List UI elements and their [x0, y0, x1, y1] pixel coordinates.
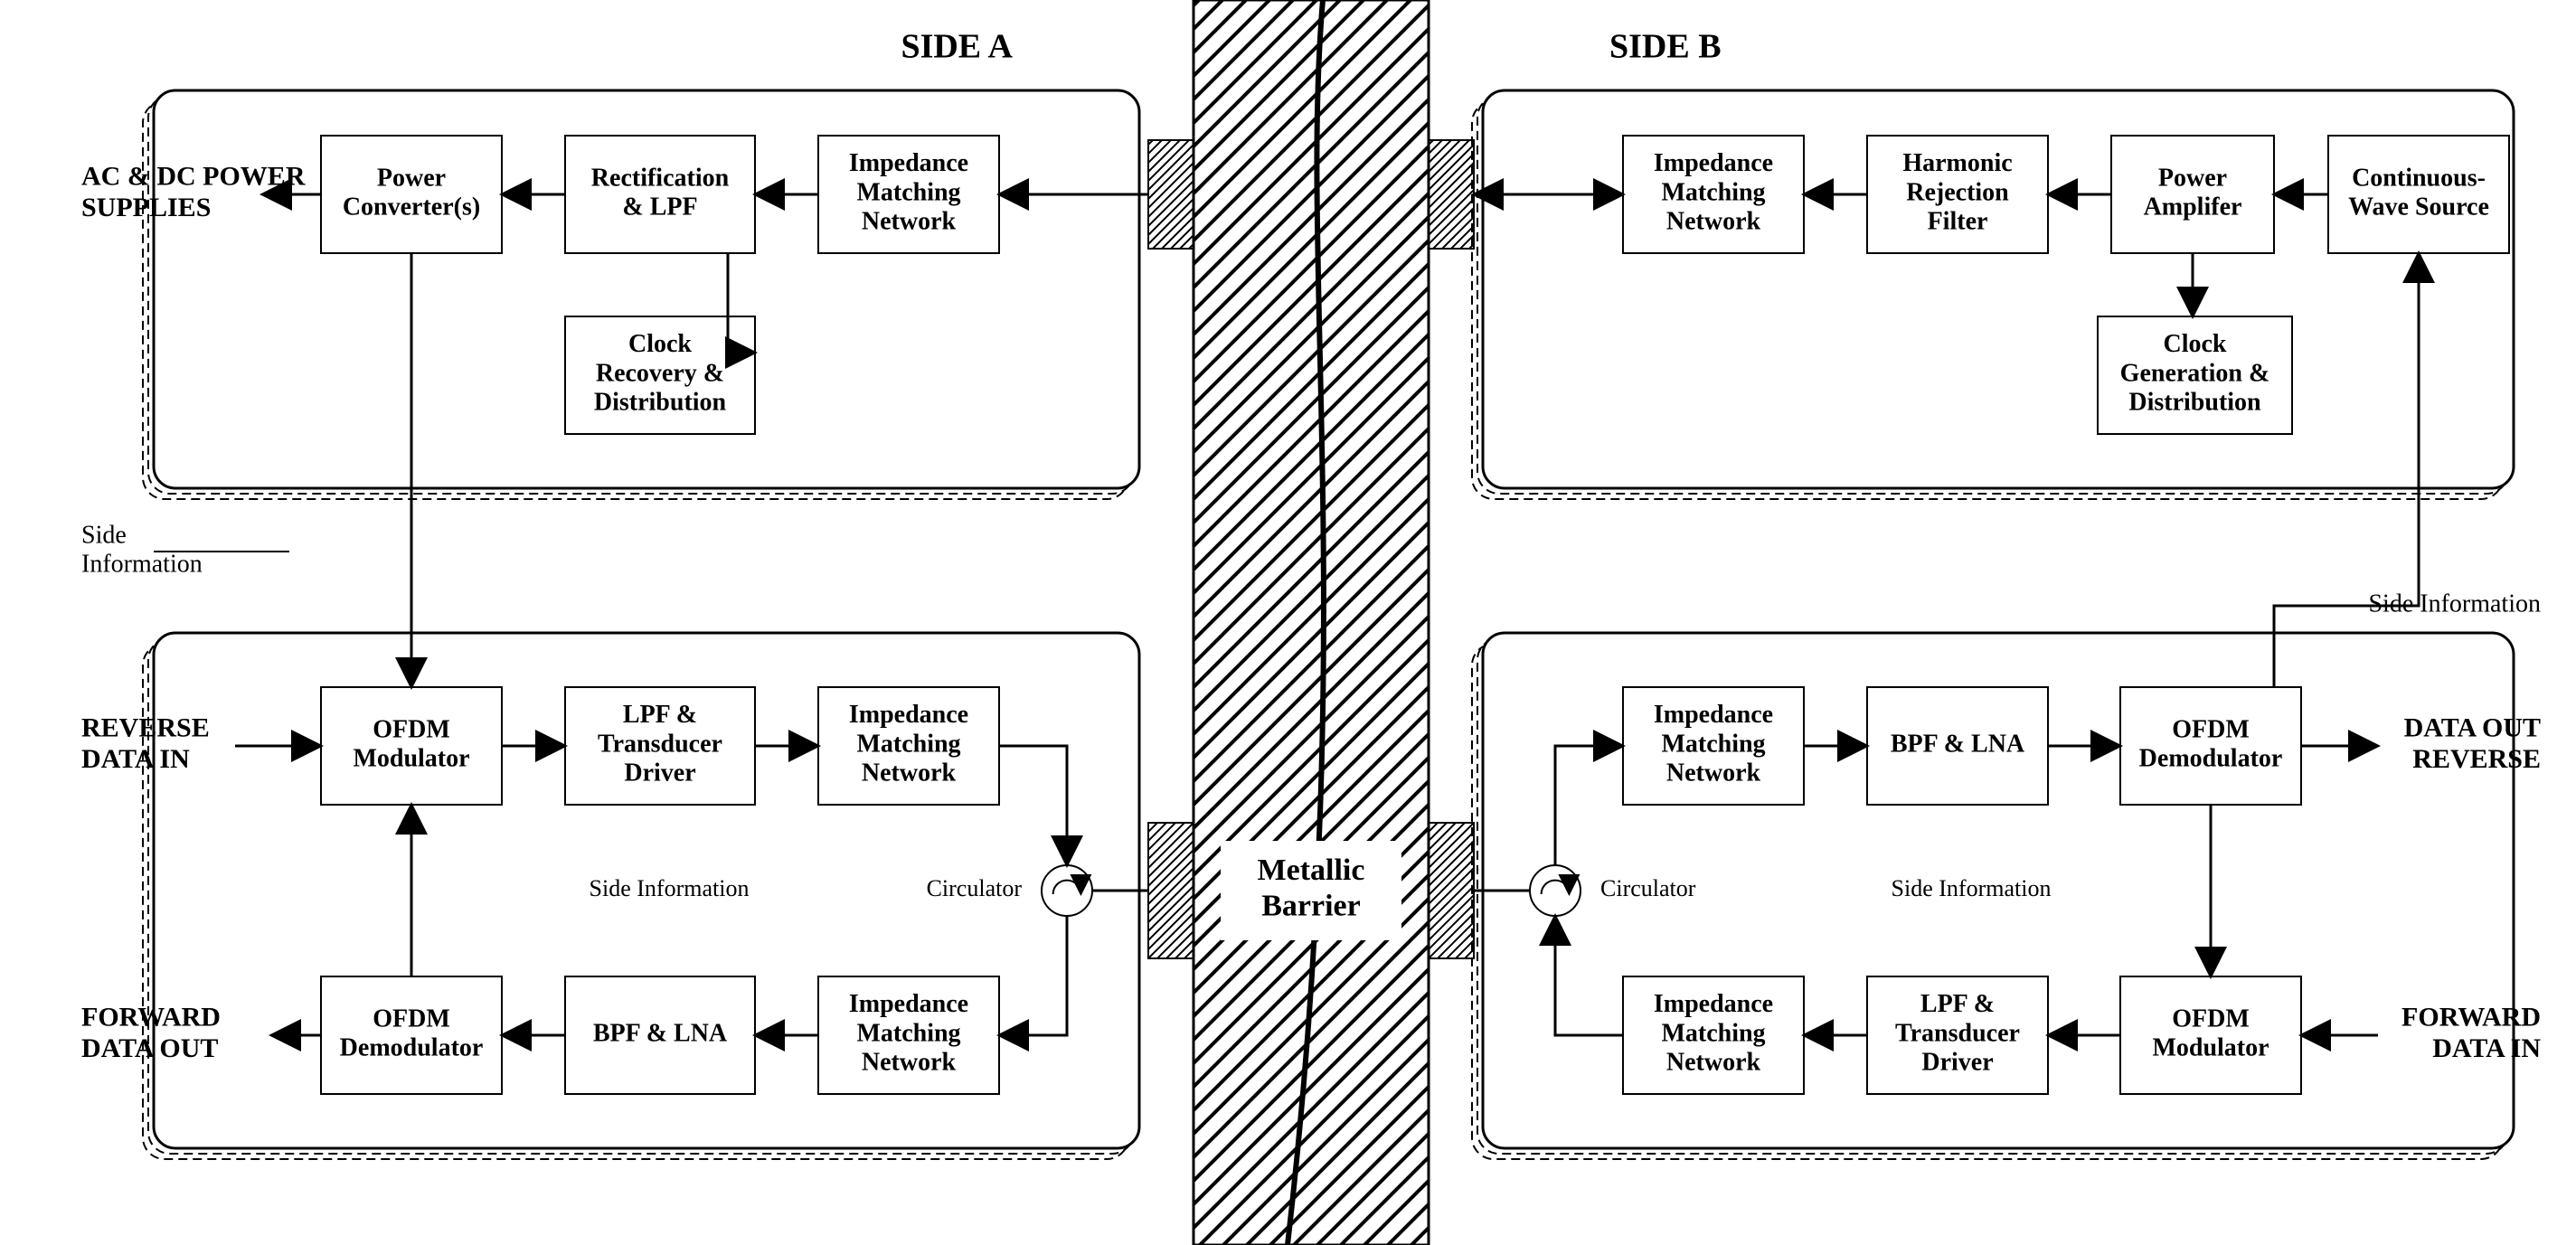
svg-text:Power: Power [2158, 164, 2227, 192]
svg-text:Side Information: Side Information [2368, 589, 2541, 618]
svg-text:& LPF: & LPF [622, 193, 697, 222]
svg-text:OFDM: OFDM [373, 715, 450, 743]
svg-text:Clock: Clock [628, 330, 692, 358]
svg-text:DATA OUT: DATA OUT [81, 1033, 218, 1063]
svg-text:BPF & LNA: BPF & LNA [1891, 730, 2025, 758]
svg-text:Driver: Driver [1921, 1049, 1993, 1077]
svg-text:REVERSE: REVERSE [81, 713, 210, 743]
svg-text:Network: Network [862, 208, 957, 236]
svg-text:Power: Power [377, 164, 446, 192]
svg-text:Distribution: Distribution [594, 389, 727, 417]
svg-text:Network: Network [1666, 759, 1761, 788]
svg-text:Impedance: Impedance [1654, 990, 1773, 1018]
svg-text:Amplifer: Amplifer [2144, 193, 2242, 222]
svg-text:Modulator: Modulator [2152, 1034, 2269, 1062]
svg-text:Driver: Driver [624, 759, 695, 788]
svg-text:DATA IN: DATA IN [81, 744, 190, 774]
svg-text:Side: Side [81, 521, 127, 549]
svg-text:Recovery &: Recovery & [596, 359, 724, 387]
svg-text:SIDE B: SIDE B [1609, 28, 1722, 66]
svg-text:Transducer: Transducer [598, 730, 722, 758]
svg-text:Network: Network [1666, 208, 1761, 236]
svg-text:Metallic: Metallic [1258, 854, 1365, 887]
svg-text:FORWARD: FORWARD [81, 1003, 221, 1033]
svg-text:LPF &: LPF & [1920, 990, 1995, 1018]
svg-text:Network: Network [862, 759, 957, 788]
svg-text:Circulator: Circulator [1600, 875, 1696, 901]
svg-text:Barrier: Barrier [1261, 889, 1361, 922]
svg-text:DATA IN: DATA IN [2432, 1033, 2541, 1063]
svg-text:Information: Information [81, 551, 203, 579]
svg-text:Network: Network [1666, 1049, 1761, 1077]
svg-text:Distribution: Distribution [2128, 389, 2261, 417]
circulator [1530, 865, 1581, 916]
svg-text:Rectification: Rectification [591, 164, 730, 192]
svg-text:Demodulator: Demodulator [340, 1034, 484, 1062]
svg-text:AC & DC POWER: AC & DC POWER [81, 162, 306, 192]
svg-text:SUPPLIES: SUPPLIES [81, 193, 211, 222]
svg-text:OFDM: OFDM [2172, 1004, 2250, 1033]
metallic-barrier [1194, 0, 1429, 1245]
svg-text:Generation &: Generation & [2120, 359, 2270, 387]
svg-text:Transducer: Transducer [1895, 1019, 2020, 1047]
svg-text:OFDM: OFDM [373, 1004, 450, 1033]
svg-text:Circulator: Circulator [927, 875, 1023, 901]
svg-text:SIDE A: SIDE A [901, 28, 1013, 66]
svg-text:Side Information: Side Information [1892, 875, 2052, 901]
svg-text:Modulator: Modulator [353, 745, 469, 773]
svg-text:BPF & LNA: BPF & LNA [593, 1019, 728, 1047]
svg-text:Matching: Matching [856, 1019, 960, 1047]
svg-text:REVERSE: REVERSE [2412, 744, 2541, 774]
svg-text:Matching: Matching [1661, 1019, 1765, 1047]
svg-text:Filter: Filter [1928, 208, 1988, 236]
svg-text:Matching: Matching [856, 178, 960, 206]
svg-text:Impedance: Impedance [1654, 149, 1773, 177]
svg-text:Continuous-: Continuous- [2352, 164, 2486, 192]
svg-text:Harmonic: Harmonic [1902, 149, 2012, 177]
svg-text:OFDM: OFDM [2172, 715, 2250, 743]
svg-text:Rejection: Rejection [1906, 178, 2009, 206]
svg-text:Network: Network [862, 1049, 957, 1077]
svg-text:Matching: Matching [856, 730, 960, 758]
block-diagram: MetallicBarrierSIDE ASIDE BPowerConverte… [0, 0, 2576, 1245]
svg-text:DATA OUT: DATA OUT [2404, 713, 2541, 743]
svg-text:Impedance: Impedance [849, 990, 968, 1018]
svg-text:Side Information: Side Information [590, 875, 750, 901]
svg-text:Matching: Matching [1661, 730, 1765, 758]
svg-text:FORWARD: FORWARD [2401, 1003, 2541, 1033]
svg-text:Demodulator: Demodulator [2139, 745, 2283, 773]
svg-text:Wave Source: Wave Source [2348, 193, 2489, 222]
svg-text:Matching: Matching [1661, 178, 1765, 206]
svg-text:Impedance: Impedance [849, 701, 968, 729]
svg-text:Impedance: Impedance [1654, 701, 1773, 729]
svg-text:Clock: Clock [2164, 330, 2227, 358]
svg-text:LPF &: LPF & [623, 701, 697, 729]
circulator [1042, 865, 1092, 916]
svg-text:Converter(s): Converter(s) [343, 193, 480, 222]
svg-text:Impedance: Impedance [849, 149, 968, 177]
